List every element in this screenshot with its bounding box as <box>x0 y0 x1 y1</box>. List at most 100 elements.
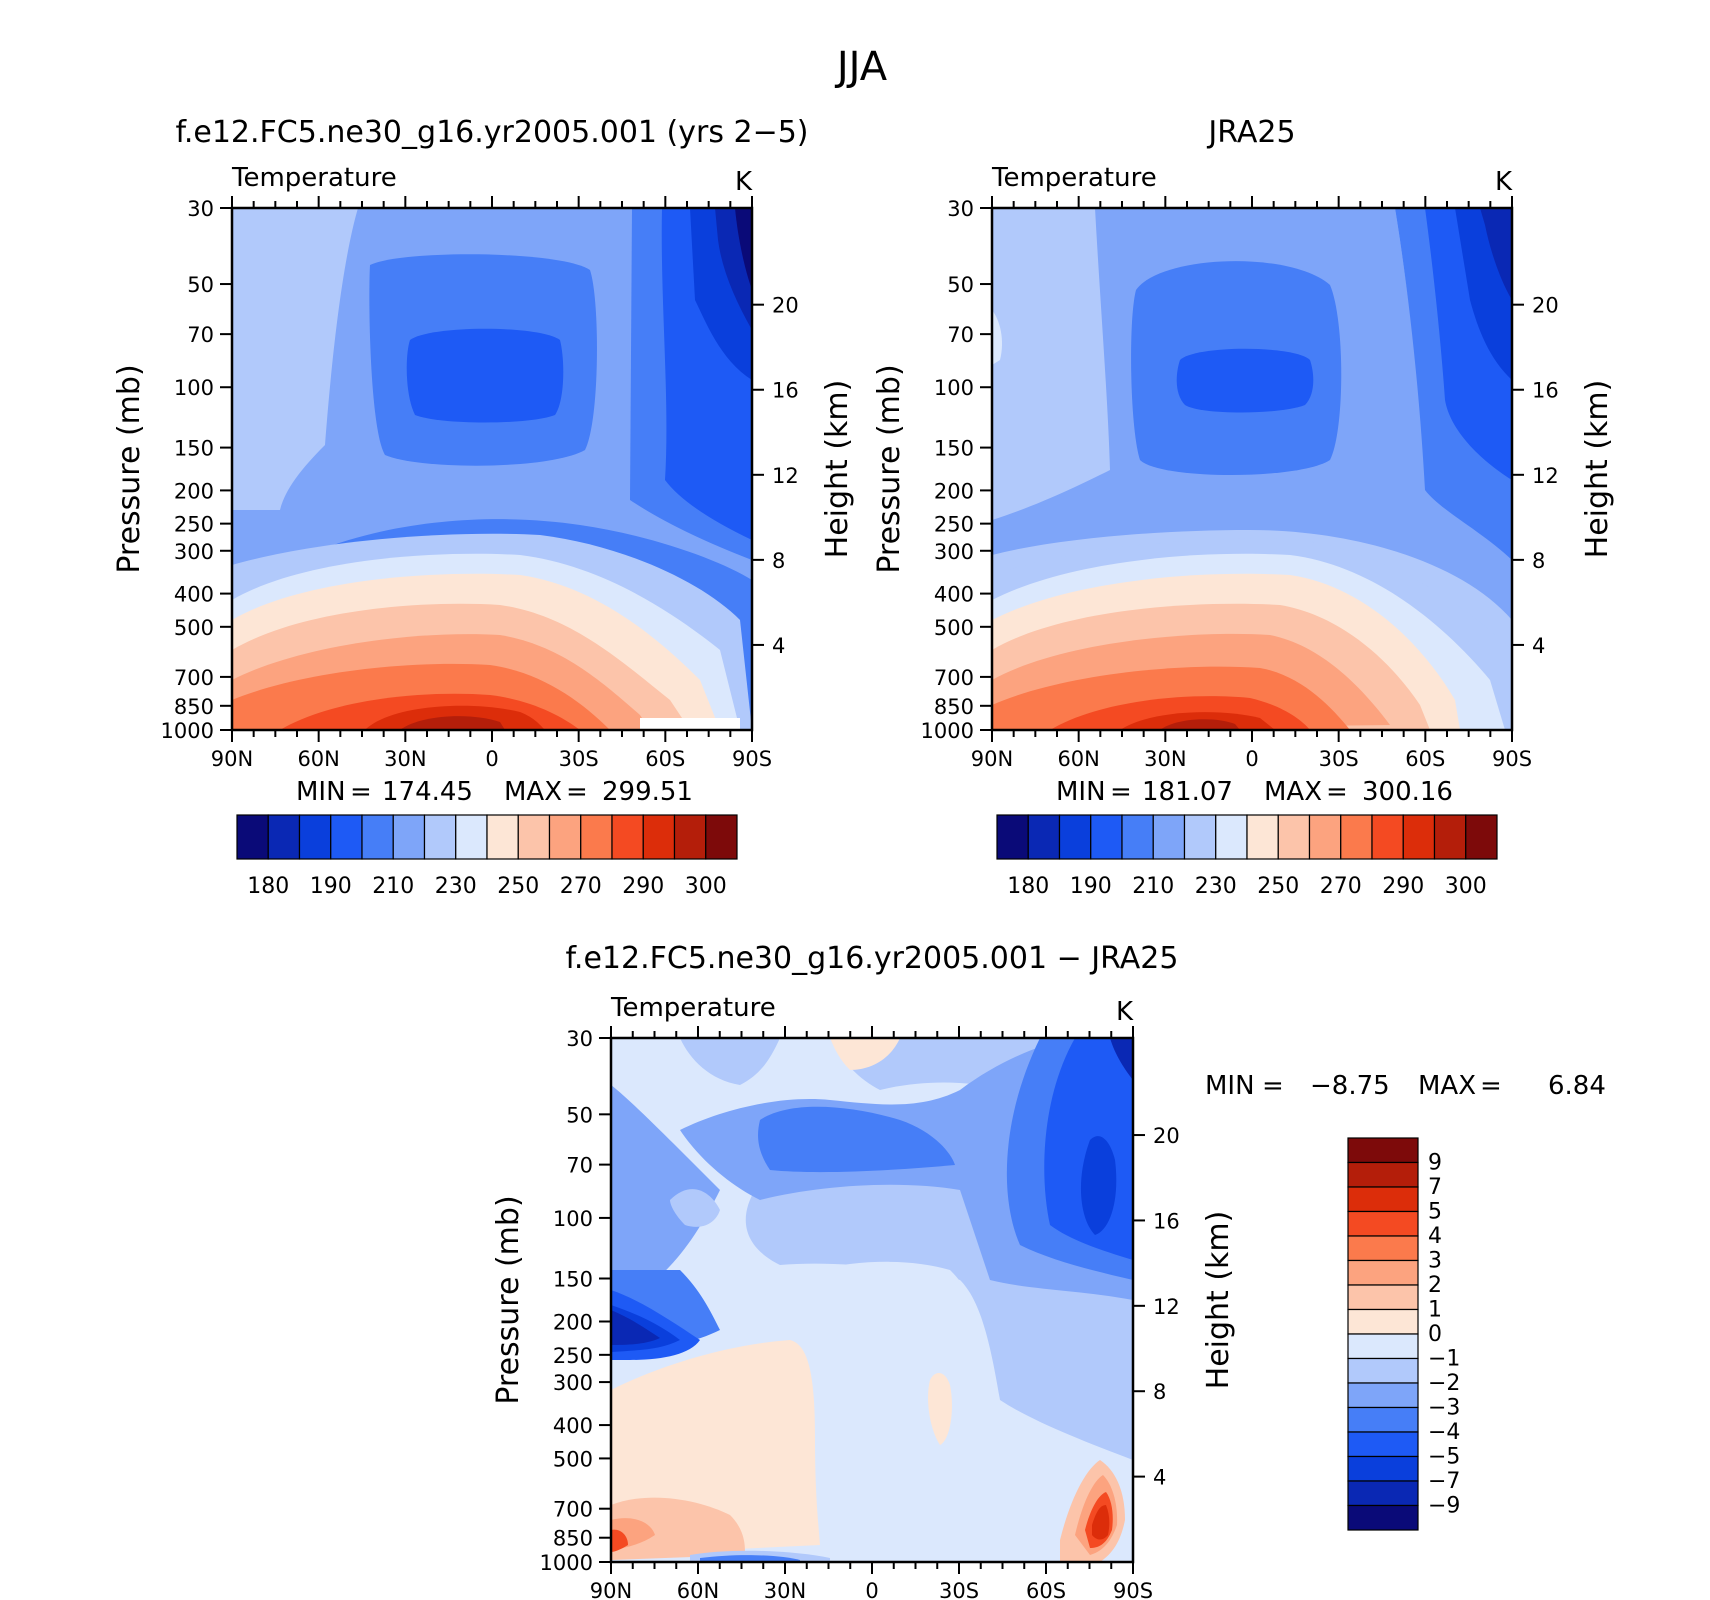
colorbar-swatch <box>673 814 707 860</box>
y-tick-label: 400 <box>174 583 214 607</box>
y-tick-label: 70 <box>566 1154 593 1178</box>
colorbar-label: −9 <box>1428 1494 1460 1519</box>
y2-tick-label: 8 <box>1532 549 1545 573</box>
min-label: MIN <box>1056 777 1106 807</box>
y2-tick-label: 16 <box>1532 379 1559 403</box>
colorbar-swatch <box>1347 1382 1419 1409</box>
y-tick-label: 200 <box>553 1310 593 1334</box>
colorbar-label: 210 <box>372 874 414 899</box>
colorbar-swatch <box>580 814 613 860</box>
y-tick-label: 250 <box>174 513 214 537</box>
y-tick-label: 400 <box>553 1414 593 1438</box>
colorbar-swatch <box>1347 1161 1419 1188</box>
colorbar-swatch <box>486 814 519 860</box>
y2-tick-label: 20 <box>772 294 799 318</box>
contour-band <box>611 1310 660 1345</box>
colorbar-swatch <box>1277 814 1311 860</box>
max-label: MAX <box>1418 1071 1476 1101</box>
colorbar-swatch <box>1347 1308 1419 1335</box>
colorbar-label: −2 <box>1428 1371 1460 1396</box>
colorbar-label: 190 <box>1070 874 1112 899</box>
colorbar-swatch <box>1121 814 1154 860</box>
y-tick-label: 200 <box>174 479 214 503</box>
colorbar-swatch <box>1347 1431 1419 1458</box>
contour-band <box>611 1085 720 1295</box>
colorbar-swatch <box>517 814 551 860</box>
contour-band <box>232 208 358 510</box>
y-tick-label: 100 <box>174 376 214 400</box>
x-tick-label: 0 <box>1245 747 1258 771</box>
panel-title: f.e12.FC5.ne30_g16.yr2005.001 − JRA25 <box>566 941 1179 976</box>
panel-title: JRA25 <box>1206 115 1295 150</box>
y-tick-label: 100 <box>553 1207 593 1231</box>
max-label: MAX <box>1264 777 1322 807</box>
colorbar-label: 1 <box>1428 1298 1442 1323</box>
contour-band <box>1080 1136 1117 1235</box>
y-tick-label: 50 <box>566 1103 593 1127</box>
y2-tick-label: 8 <box>772 549 785 573</box>
contour-fills <box>992 208 1512 730</box>
variable-label: Temperature <box>231 163 397 193</box>
x-tick-label: 0 <box>485 747 498 771</box>
colorbar-swatch <box>1246 814 1279 860</box>
equals-sign: = <box>1262 1071 1284 1101</box>
y-tick-label: 500 <box>174 616 214 640</box>
panel-diff: f.e12.FC5.ne30_g16.yr2005.001 − JRA25 Te… <box>491 941 1606 1600</box>
y2-axis-title: Height (km) <box>1201 1211 1236 1390</box>
min-value: −8.75 <box>1310 1071 1390 1101</box>
colorbar-swatch <box>1347 1455 1419 1482</box>
colorbar-swatch <box>298 814 332 860</box>
colorbar-swatch <box>1340 814 1373 860</box>
contour-band <box>611 1529 628 1552</box>
y-tick-label: 70 <box>947 323 974 347</box>
x-tick-label: 60S <box>1405 747 1445 771</box>
y2-tick-label: 4 <box>1532 634 1545 658</box>
colorbar-label: 210 <box>1132 874 1174 899</box>
colorbar-swatch <box>1027 814 1061 860</box>
max-label: MAX <box>504 777 562 807</box>
colorbar-swatch <box>1371 814 1404 860</box>
colorbar-swatch <box>267 814 301 860</box>
colorbar-swatch <box>1347 1259 1419 1286</box>
min-label: MIN <box>1205 1071 1255 1101</box>
contour-fills <box>232 208 752 730</box>
panel-title: f.e12.FC5.ne30_g16.yr2005.001 (yrs 2−5) <box>175 115 808 150</box>
y2-tick-label: 16 <box>772 379 799 403</box>
stats-label: MIN = 181.07 MAX = 300.16 <box>1056 777 1453 807</box>
colorbar-swatch <box>1347 1357 1419 1384</box>
colorbar-swatch <box>236 814 269 860</box>
x-tick-label: 30N <box>764 1579 806 1600</box>
contour-band <box>670 1189 720 1227</box>
y-tick-label: 700 <box>553 1498 593 1522</box>
y-tick-label: 300 <box>553 1371 593 1395</box>
axes: 305070100150200250300400500700850100090N… <box>112 196 855 771</box>
contour-band <box>700 1555 800 1562</box>
units-label: K <box>1495 167 1513 197</box>
missing-data <box>640 718 740 730</box>
y-tick-label: 30 <box>187 197 214 221</box>
figure-title: JJA <box>834 44 888 90</box>
colorbar-label: 230 <box>1195 874 1237 899</box>
colorbar-label: 5 <box>1428 1200 1442 1225</box>
max-value: 300.16 <box>1362 777 1453 807</box>
x-tick-label: 90N <box>211 747 253 771</box>
contour-band <box>1480 208 1512 300</box>
contour-band <box>758 1106 955 1173</box>
y-tick-label: 30 <box>947 197 974 221</box>
colorbar-label: 190 <box>310 874 352 899</box>
contour-band <box>400 716 505 730</box>
colorbar-label: −7 <box>1428 1469 1460 1494</box>
colorbar-label: 290 <box>622 874 664 899</box>
colorbar-label: 0 <box>1428 1322 1442 1347</box>
colorbar-swatch <box>705 814 738 860</box>
colorbar-swatch <box>330 814 363 860</box>
contour-band <box>992 310 1003 365</box>
variable-label: Temperature <box>610 993 776 1023</box>
y-tick-label: 400 <box>934 583 974 607</box>
contour-band <box>1092 1505 1110 1540</box>
units-label: K <box>1116 997 1134 1027</box>
colorbar-swatch <box>1058 814 1092 860</box>
colorbar-swatch <box>996 814 1029 860</box>
y-tick-label: 1000 <box>540 1551 593 1575</box>
